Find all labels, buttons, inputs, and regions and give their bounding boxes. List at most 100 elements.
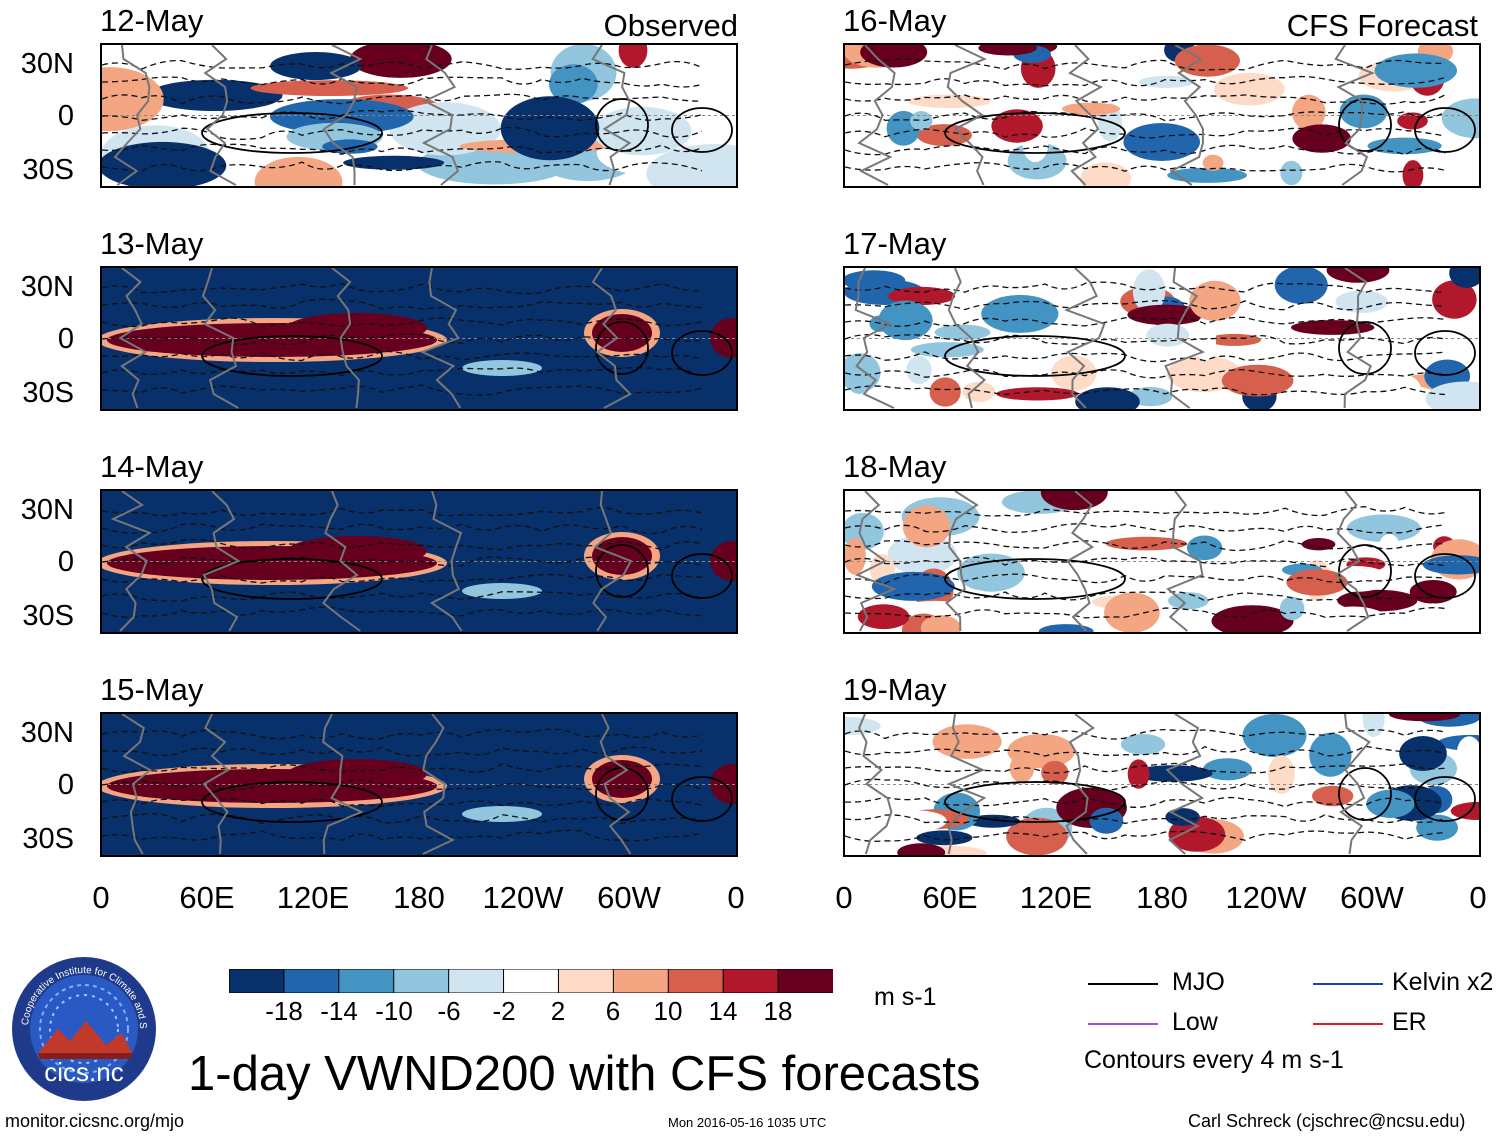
ytick-30n-1: 30N [20, 48, 74, 80]
anomaly-blob [860, 45, 928, 68]
coastline [1333, 491, 1370, 632]
anomaly-blob [910, 342, 984, 358]
anomaly-blob [929, 377, 961, 407]
coastline [419, 268, 462, 409]
xtick-r-360: 0 [1469, 880, 1487, 915]
anomaly-blob [592, 314, 652, 352]
coastline [1164, 268, 1206, 409]
anomaly-blob [897, 843, 946, 855]
map-field [845, 491, 1479, 632]
coastline [599, 714, 632, 855]
dashed-contour [845, 506, 1446, 517]
map-field [845, 45, 1479, 186]
colorbar-swatches [228, 968, 835, 994]
contour-note: Contours every 4 m s-1 [1084, 1046, 1344, 1074]
legend-kelvin-label: Kelvin x2 [1392, 968, 1494, 996]
coastline [591, 45, 632, 186]
dashed-contour [102, 109, 703, 122]
dashed-contour [845, 762, 1446, 774]
cb-label-4: -2 [492, 996, 516, 1026]
dashed-contour [102, 333, 703, 345]
dashed-contour [102, 556, 703, 567]
mjo-contour [1338, 321, 1392, 375]
colorbar-swatch-9 [722, 968, 780, 994]
panel-date-8: 19-May [843, 672, 947, 707]
anomaly-blob [1449, 268, 1479, 288]
map-panel-12-may [100, 43, 738, 188]
anomaly-blob [1399, 736, 1447, 771]
dashed-contour [102, 591, 703, 602]
anomaly-blob [1422, 603, 1444, 632]
cb-label-2: -10 [375, 996, 413, 1026]
dashed-contour [845, 591, 1446, 602]
anomaly-blob [1456, 736, 1479, 771]
anomaly-blob [916, 830, 973, 846]
logo-emblem: Cooperative Institute for Climate and Sa… [7, 947, 156, 1101]
anomaly-blob [592, 537, 652, 575]
dashed-contour [102, 523, 703, 534]
coastline [1066, 491, 1095, 632]
anomaly-blob [1385, 167, 1466, 185]
dashed-contour [102, 317, 703, 328]
anomaly-blob [887, 534, 957, 575]
mjo-contour [671, 107, 733, 153]
anomaly-blob [1389, 714, 1461, 722]
cb-label-3: -6 [437, 996, 461, 1026]
panel-date-6: 17-May [843, 226, 947, 261]
anomaly-blob [1038, 624, 1094, 632]
footer-url: monitor.cicsnc.org/mjo [5, 1111, 185, 1131]
anomaly-blob [878, 300, 933, 341]
coastline [110, 491, 152, 632]
coastline [203, 45, 237, 186]
panel-date-7: 18-May [843, 449, 947, 484]
legend-low-label: Low [1172, 1008, 1218, 1036]
dashed-contour [845, 368, 1446, 379]
coastline [946, 714, 987, 855]
anomaly-blob [932, 724, 1002, 759]
cb-label-7: 10 [653, 996, 683, 1026]
footer-timestamp: Mon 2016-05-16 1035 UTC [668, 1115, 827, 1130]
panel-date-3: 14-May [100, 449, 204, 484]
anomaly-blob [1062, 102, 1120, 115]
anomaly-blob [1214, 72, 1285, 106]
mjo-contour [201, 781, 383, 823]
mjo-contour [595, 544, 649, 598]
coastline [322, 491, 361, 632]
colorbar-swatch-4 [448, 968, 505, 994]
anomaly-blob [1450, 802, 1479, 820]
anomaly-blob [962, 381, 996, 402]
dashed-contour [845, 830, 1446, 842]
anomaly-blob [1279, 596, 1305, 621]
mjo-contour [944, 781, 1126, 823]
anomaly-blob [343, 155, 445, 170]
dashed-contour [845, 334, 1446, 345]
anomaly-blob [1326, 268, 1390, 283]
dashed-contour [102, 59, 703, 70]
coastline [592, 491, 633, 632]
anomaly-blob [1366, 789, 1415, 818]
anomaly-blob [1374, 53, 1457, 88]
mjo-contour [1338, 98, 1392, 152]
map-panel-17-may [843, 266, 1481, 411]
xtick-l-60e: 60E [179, 880, 235, 915]
dashed-contour [102, 779, 703, 791]
figure-title: 1-day VWND200 with CFS forecasts [188, 1047, 981, 1101]
anomaly-blob [254, 156, 343, 186]
dashed-contour [845, 539, 1446, 552]
ytick-eq-1: 0 [57, 100, 74, 132]
observed-label: Observed [603, 8, 738, 43]
xtick-l-120e: 120E [276, 880, 350, 915]
dashed-contour [845, 162, 1446, 173]
mjo-contour [1338, 544, 1392, 598]
dashed-contour [845, 316, 1446, 327]
footer-author: Carl Schreck (cjschrec@ncsu.edu) [1188, 1111, 1466, 1131]
anomaly-blob [1402, 160, 1424, 186]
map-panel-16-may [843, 43, 1481, 188]
dashed-contour [102, 93, 703, 105]
ytick-30n-2: 30N [20, 271, 74, 303]
xtick-l-0: 0 [92, 880, 110, 915]
dashed-contour [845, 94, 1446, 105]
mjo-contour [1414, 553, 1476, 599]
dashed-contour [845, 144, 1446, 156]
anomaly-blob [287, 759, 427, 789]
